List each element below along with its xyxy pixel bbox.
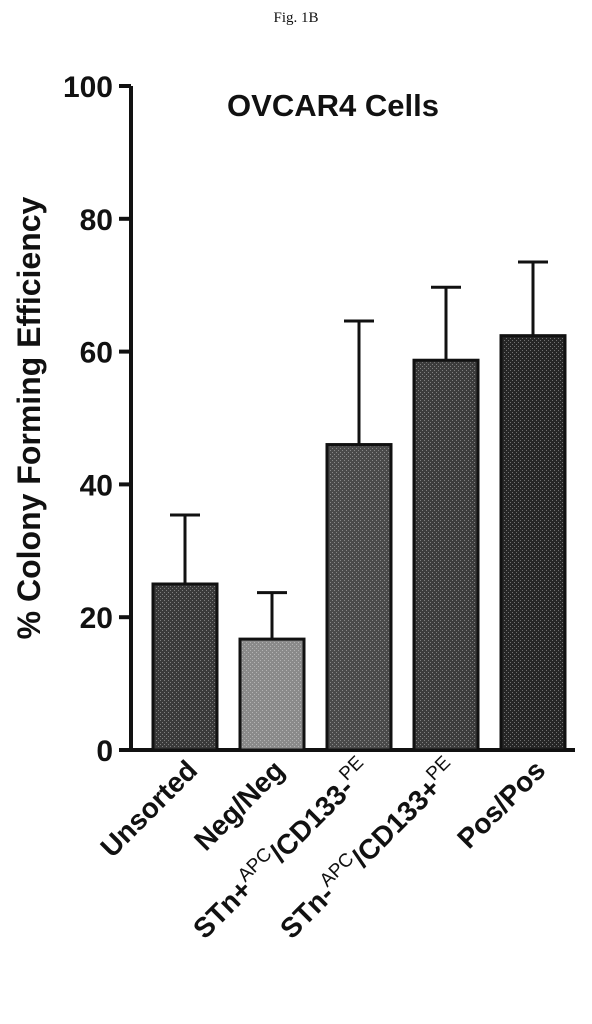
y-tick-label: 20 [80,602,113,635]
x-tick-label: Unsorted [94,754,203,863]
y-tick-label: 100 [63,71,113,104]
x-tick-label-text: Unsorted [94,754,203,863]
x-tick-label-text: Pos/Pos [451,754,551,854]
x-tick-label: Pos/Pos [451,754,551,854]
x-tick-label-text: /CD133+ [346,772,447,873]
bar-texture [155,586,215,748]
y-tick-label: 0 [96,735,113,768]
bar-texture [416,362,476,748]
y-tick-label: 40 [80,469,113,502]
bar-texture [329,447,389,748]
chart-title: OVCAR4 Cells [227,88,439,123]
y-axis-label: % Colony Forming Efficiency [11,196,47,639]
y-tick-label: 80 [80,204,113,237]
y-tick-label: 60 [80,337,113,370]
bar-texture [503,338,563,748]
bar-texture [242,641,302,748]
